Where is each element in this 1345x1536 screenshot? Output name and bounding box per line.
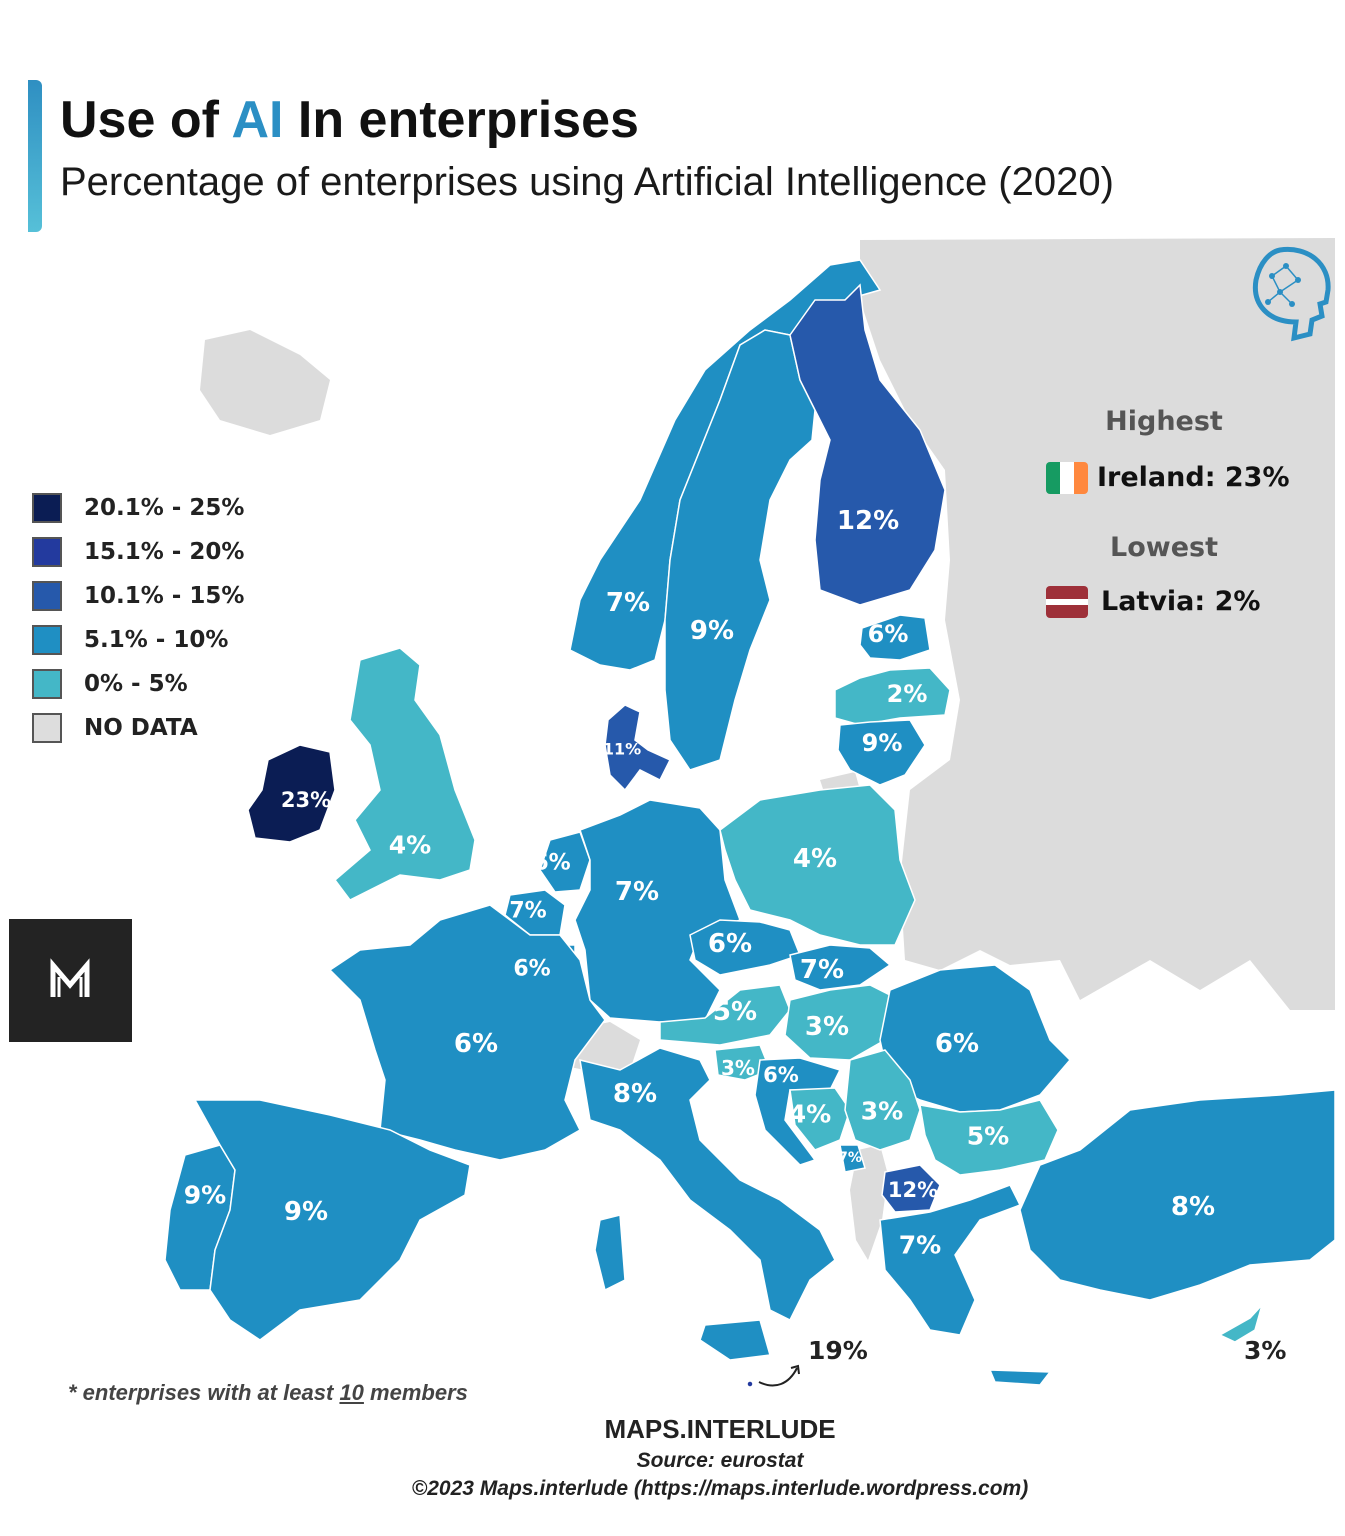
- country-label-romania: 6%: [934, 1029, 980, 1059]
- country-greece: [879, 1184, 1052, 1386]
- ireland-flag-icon: [1046, 462, 1088, 494]
- country-montenegro: [839, 1144, 866, 1173]
- legend-label: 0% - 5%: [84, 671, 188, 697]
- country-lithuania: [837, 719, 926, 786]
- country-croatia: [754, 1057, 842, 1166]
- highest-value: Ireland: 23%: [1097, 462, 1290, 493]
- country-label-finland: 12%: [836, 506, 900, 536]
- no-data-east: [860, 238, 1335, 1010]
- country-spain: [193, 1099, 471, 1341]
- country-label-france: 6%: [453, 1029, 499, 1059]
- country-label-latvia: 2%: [886, 680, 928, 708]
- country-bosnia-and-herzegovina: [789, 1087, 851, 1151]
- country-latvia: [834, 667, 951, 726]
- country-estonia: [859, 614, 931, 661]
- country-label-italy: 8%: [612, 1079, 658, 1109]
- country-label-slovakia: 7%: [799, 955, 845, 985]
- brand-name: MAPS.INTERLUDE: [604, 1414, 836, 1444]
- legend-item: 0% - 5%: [32, 662, 244, 706]
- country-label-austria: 5%: [712, 997, 758, 1027]
- legend-swatch: [32, 581, 62, 611]
- footnote: * enterprises with at least 10 members: [68, 1380, 468, 1405]
- country-label-netherlands: 6%: [533, 850, 571, 876]
- country-label-malta: 19%: [808, 1336, 868, 1365]
- country-malta: [746, 1380, 754, 1388]
- country-denmark: [604, 704, 672, 792]
- ai-head-icon: [1252, 246, 1331, 342]
- country-label-germany: 7%: [614, 877, 660, 907]
- legend-swatch: [32, 537, 62, 567]
- country-label-lithuania: 9%: [861, 729, 903, 757]
- country-italy: [579, 1047, 836, 1361]
- maps-interlude-m-icon: [9, 919, 132, 1042]
- legend-swatch: [32, 493, 62, 523]
- legend-swatch: [32, 625, 62, 655]
- legend-item: NO DATA: [32, 706, 244, 750]
- legend-label: 20.1% - 25%: [84, 495, 245, 521]
- legend-item: 20.1% - 25%: [32, 486, 244, 530]
- legend-label: NO DATA: [84, 715, 198, 741]
- country-label-montenegro: 7%: [838, 1150, 862, 1166]
- country-label-poland: 4%: [792, 844, 838, 874]
- highest-heading: Highest: [1105, 406, 1223, 437]
- page-title: Use of AI In enterprises: [60, 91, 639, 149]
- country-turkey: [1019, 1089, 1336, 1301]
- country-label-bulgaria: 5%: [966, 1121, 1010, 1151]
- latvia-flag-icon: [1046, 586, 1088, 618]
- no-data-iceland: [200, 330, 330, 435]
- country-label-estonia: 6%: [867, 620, 909, 648]
- country-label-norway: 7%: [605, 588, 651, 618]
- country-label-belgium: 7%: [509, 898, 547, 924]
- country-france: [328, 904, 606, 1161]
- country-label-spain: 9%: [283, 1197, 329, 1227]
- legend-item: 10.1% - 15%: [32, 574, 244, 618]
- country-sweden: [664, 329, 816, 771]
- country-serbia: [844, 1049, 921, 1151]
- country-label-czechia: 6%: [707, 929, 753, 959]
- country-label-hungary: 3%: [804, 1012, 850, 1042]
- legend-swatch: [32, 669, 62, 699]
- legend: 20.1% - 25% 15.1% - 20% 10.1% - 15% 5.1% - …: [32, 486, 244, 750]
- country-united-kingdom: [333, 647, 476, 901]
- country-poland: [719, 784, 916, 946]
- country-cyprus: [1218, 1304, 1263, 1343]
- country-label-denmark: 11%: [602, 739, 642, 759]
- source-text: Source: eurostat: [636, 1449, 804, 1472]
- country-label-serbia: 3%: [860, 1096, 904, 1126]
- country-finland: [789, 283, 946, 606]
- country-label-bosnia-and-herzegovina: 4%: [788, 1099, 832, 1129]
- legend-label: 5.1% - 10%: [84, 627, 229, 653]
- country-label-slovenia: 3%: [721, 1056, 755, 1080]
- country-slovakia: [789, 944, 892, 991]
- country-label-portugal: 9%: [183, 1180, 227, 1210]
- country-label-sweden: 9%: [689, 616, 735, 646]
- country-label-turkey: 8%: [1170, 1192, 1216, 1222]
- country-label-united-kingdom: 4%: [388, 830, 432, 860]
- country-bulgaria: [919, 1099, 1059, 1176]
- country-north-macedonia: [881, 1164, 941, 1213]
- credits: MAPS.INTERLUDE Source: eurostat ©2023 Ma…: [412, 1414, 1028, 1501]
- page-subtitle: Percentage of enterprises using Artifici…: [60, 160, 1114, 204]
- copyright-text: ©2023 Maps.interlude (https://maps.inter…: [411, 1477, 1029, 1500]
- legend-label: 15.1% - 20%: [84, 539, 245, 565]
- malta-arrow-icon: [758, 1364, 800, 1387]
- country-label-luxembourg: 6%: [513, 956, 551, 982]
- country-germany: [574, 799, 741, 1023]
- country-label-greece: 7%: [898, 1230, 942, 1260]
- legend-item: 5.1% - 10%: [32, 618, 244, 662]
- country-label-ireland: 23%: [280, 788, 332, 812]
- title-accent-bar: [28, 80, 42, 232]
- country-ireland: [247, 744, 336, 843]
- lowest-heading: Lowest: [1110, 532, 1218, 563]
- legend-swatch: [32, 713, 62, 743]
- legend-item: 15.1% - 20%: [32, 530, 244, 574]
- country-label-croatia: 6%: [763, 1063, 799, 1087]
- country-label-cyprus: 3%: [1244, 1336, 1287, 1365]
- lowest-value: Latvia: 2%: [1101, 586, 1261, 617]
- legend-label: 10.1% - 15%: [84, 583, 245, 609]
- no-data-albania: [850, 1145, 888, 1260]
- country-label-north-macedonia: 12%: [887, 1178, 939, 1202]
